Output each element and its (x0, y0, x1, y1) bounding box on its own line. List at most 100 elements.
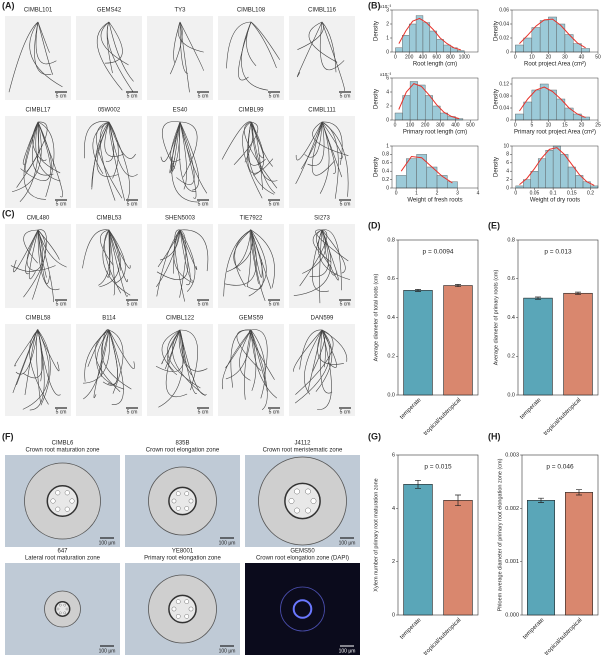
hist-bar (416, 154, 428, 189)
root (225, 329, 252, 369)
x-tick-label: 200 (421, 122, 430, 128)
root (171, 121, 181, 171)
root (250, 329, 277, 399)
sample-name: 05W002 (98, 108, 121, 114)
hist-bar (545, 149, 554, 189)
scale-label: 100 μm (99, 648, 116, 654)
root (84, 121, 110, 159)
y-tick-label: 0.8 (382, 152, 389, 158)
scale-label: 5 cm (127, 301, 138, 307)
root-photo (218, 16, 284, 100)
vessel (288, 498, 295, 504)
panel-label: (F) (2, 431, 14, 441)
root (173, 229, 194, 284)
root (299, 229, 328, 287)
root (241, 21, 269, 91)
root (295, 121, 323, 184)
x-tick-label: tropical/subtropical (423, 617, 463, 655)
root (156, 229, 189, 280)
hist-bar (395, 175, 407, 189)
error-bar (576, 489, 582, 496)
x-tick-label: temperate (519, 397, 543, 421)
root-photo (76, 324, 142, 416)
y-axis-label: Average diameter of total roots (cm) (373, 274, 379, 362)
vessel (188, 606, 194, 612)
y-tick-label: 0.2 (507, 354, 515, 360)
y-tick-label: 0 (386, 185, 389, 191)
sample-name: CIMBL99 (238, 108, 264, 114)
section (280, 586, 325, 632)
x-tick-label: 20 (579, 122, 585, 128)
root-photo (289, 16, 355, 100)
panel-label: (B) (368, 0, 381, 10)
y-tick-label: 6 (506, 160, 509, 166)
root (294, 329, 331, 404)
y-tick-label: 2 (386, 21, 389, 27)
root (244, 121, 254, 163)
root (321, 121, 342, 178)
vessel (184, 614, 189, 619)
root (247, 121, 266, 166)
root (102, 229, 131, 296)
root (317, 329, 332, 410)
sample-name: CIMBL6 (52, 441, 74, 447)
y-axis-label: Density (374, 89, 380, 109)
root (11, 121, 42, 193)
root-photo (76, 116, 142, 208)
scale-label: 5 cm (56, 409, 67, 415)
root (250, 21, 281, 60)
root (37, 21, 50, 53)
stele (284, 482, 321, 520)
sample-name: B114 (102, 316, 116, 322)
y-tick-label: 0.8 (507, 237, 515, 243)
y-tick-label: 0.8 (387, 237, 395, 243)
y-tick-label: 3 (386, 7, 389, 13)
root (106, 21, 113, 74)
hist-bar (531, 89, 541, 121)
x-tick-label: tropical/subtropical (423, 397, 463, 437)
y-axis-label: Density (374, 21, 380, 41)
root (92, 121, 110, 175)
hist-bar (415, 15, 424, 53)
plot-frame (521, 454, 599, 616)
root (96, 121, 119, 177)
y-tick-label: 4 (392, 506, 395, 512)
root (37, 229, 60, 291)
y-tick-label: 2 (386, 103, 389, 109)
bar (523, 297, 553, 396)
root (15, 329, 39, 375)
root (29, 329, 45, 411)
vessel (56, 607, 60, 611)
scale-label: 5 cm (269, 409, 280, 415)
sample-name: CML480 (27, 216, 50, 222)
hist-bar (515, 185, 524, 189)
root-photo (289, 116, 355, 208)
root (37, 229, 50, 285)
root (300, 121, 323, 170)
stele (292, 599, 313, 619)
vessel (305, 507, 311, 514)
root (167, 329, 201, 389)
root (246, 229, 252, 288)
scale-label: 5 cm (127, 409, 138, 415)
x-tick-label: 2 (436, 190, 439, 196)
error-bar (575, 291, 581, 295)
root (319, 229, 323, 304)
root (179, 121, 198, 178)
hist-bar (406, 158, 417, 189)
panel-label: (C) (2, 208, 15, 218)
y-tick-label: 0 (386, 49, 389, 55)
plot-frame (511, 145, 599, 189)
hist-bar (395, 47, 403, 53)
bar (403, 484, 433, 616)
root (179, 329, 198, 394)
root (20, 121, 51, 181)
root (315, 329, 333, 392)
root (295, 329, 334, 395)
y-multiplier: x10⁻³ (380, 72, 392, 77)
x-tick-label: 600 (433, 54, 442, 60)
root (299, 329, 323, 370)
root (321, 21, 337, 73)
root (246, 229, 264, 290)
root (96, 21, 123, 91)
